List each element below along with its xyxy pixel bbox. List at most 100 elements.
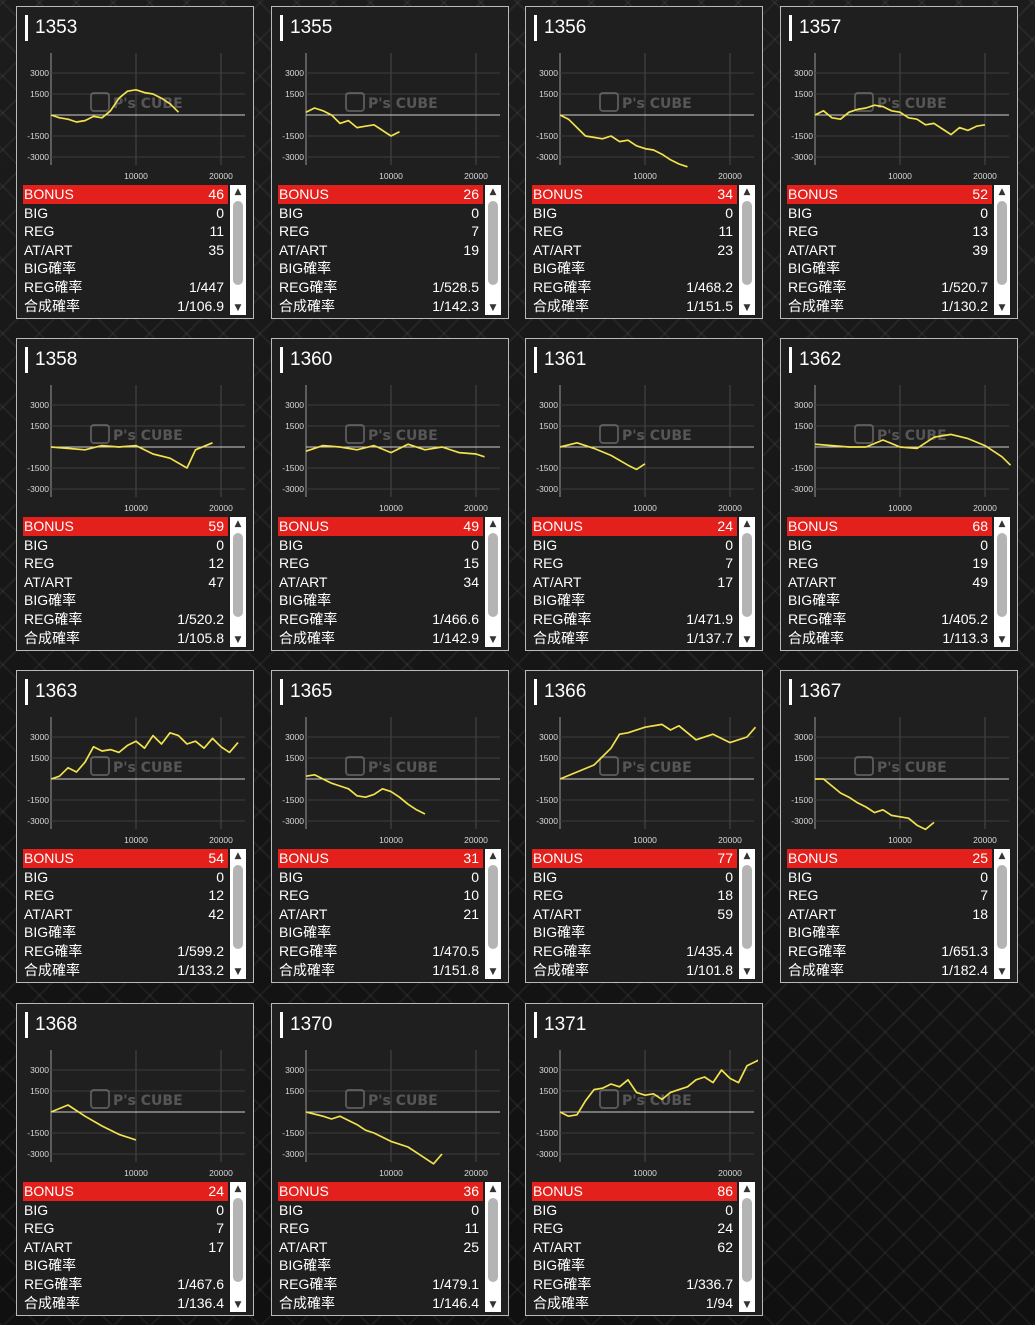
machine-card-1356[interactable]: 1356 3000 1500 -1500 -3000 10000 20000 P's CUB… bbox=[525, 6, 763, 319]
stats-scrollbar[interactable]: ▲ ▼ bbox=[994, 185, 1010, 315]
machine-card-1360[interactable]: 1360 3000 1500 -1500 -3000 10000 20000 P's CUB… bbox=[271, 338, 509, 651]
scroll-up-arrow-icon[interactable]: ▲ bbox=[998, 851, 1006, 861]
scroll-up-arrow-icon[interactable]: ▲ bbox=[489, 1184, 497, 1194]
machine-number[interactable]: 1355 bbox=[280, 15, 332, 41]
scroll-thumb[interactable] bbox=[488, 865, 498, 949]
stats-scrollbar[interactable]: ▲ ▼ bbox=[485, 517, 501, 647]
machine-number[interactable]: 1362 bbox=[789, 347, 841, 373]
machine-card-1370[interactable]: 1370 3000 1500 -1500 -3000 10000 20000 P's CUB… bbox=[271, 1003, 509, 1316]
machine-number[interactable]: 1363 bbox=[25, 679, 77, 705]
stats-scrollbar[interactable]: ▲ ▼ bbox=[230, 1182, 246, 1312]
scroll-up-arrow-icon[interactable]: ▲ bbox=[743, 519, 751, 529]
scroll-down-arrow-icon[interactable]: ▼ bbox=[489, 303, 497, 313]
scroll-thumb[interactable] bbox=[488, 201, 498, 285]
machine-number[interactable]: 1356 bbox=[534, 15, 586, 41]
stats-scrollbar[interactable]: ▲ ▼ bbox=[739, 849, 755, 979]
machine-card-1366[interactable]: 1366 3000 1500 -1500 -3000 10000 20000 P's CUB… bbox=[525, 670, 763, 983]
scroll-thumb[interactable] bbox=[233, 201, 243, 285]
scroll-thumb[interactable] bbox=[742, 865, 752, 949]
scroll-thumb[interactable] bbox=[233, 1198, 243, 1282]
scroll-thumb[interactable] bbox=[742, 201, 752, 285]
scroll-thumb[interactable] bbox=[488, 1198, 498, 1282]
machine-card-1371[interactable]: 1371 3000 1500 -1500 -3000 10000 20000 P's CUB… bbox=[525, 1003, 763, 1316]
stats-scrollbar[interactable]: ▲ ▼ bbox=[230, 517, 246, 647]
scroll-down-arrow-icon[interactable]: ▼ bbox=[998, 635, 1006, 645]
x-tick-label: 10000 bbox=[633, 171, 657, 181]
machine-card-1355[interactable]: 1355 3000 1500 -1500 -3000 10000 20000 P's CUB… bbox=[271, 6, 509, 319]
scroll-thumb[interactable] bbox=[488, 533, 498, 617]
machine-card-1358[interactable]: 1358 3000 1500 -1500 -3000 10000 20000 P's CUB… bbox=[16, 338, 254, 651]
big-rate-row: BIG確率 bbox=[787, 923, 992, 942]
x-tick-label: 20000 bbox=[973, 171, 997, 181]
scroll-down-arrow-icon[interactable]: ▼ bbox=[489, 635, 497, 645]
scroll-up-arrow-icon[interactable]: ▲ bbox=[998, 187, 1006, 197]
stats-scrollbar[interactable]: ▲ ▼ bbox=[230, 185, 246, 315]
stats-scrollbar[interactable]: ▲ ▼ bbox=[994, 517, 1010, 647]
machine-card-1367[interactable]: 1367 3000 1500 -1500 -3000 10000 20000 P's CUB… bbox=[780, 670, 1018, 983]
scroll-up-arrow-icon[interactable]: ▲ bbox=[743, 1184, 751, 1194]
machine-number[interactable]: 1368 bbox=[25, 1012, 77, 1038]
scroll-up-arrow-icon[interactable]: ▲ bbox=[234, 851, 242, 861]
scroll-up-arrow-icon[interactable]: ▲ bbox=[489, 187, 497, 197]
scroll-down-arrow-icon[interactable]: ▼ bbox=[743, 967, 751, 977]
machine-card-1363[interactable]: 1363 3000 1500 -1500 -3000 10000 20000 P's CUB… bbox=[16, 670, 254, 983]
machine-number[interactable]: 1365 bbox=[280, 679, 332, 705]
scroll-up-arrow-icon[interactable]: ▲ bbox=[489, 851, 497, 861]
scroll-up-arrow-icon[interactable]: ▲ bbox=[743, 851, 751, 861]
stats-scrollbar[interactable]: ▲ ▼ bbox=[485, 849, 501, 979]
machine-number[interactable]: 1371 bbox=[534, 1012, 586, 1038]
machine-number[interactable]: 1358 bbox=[25, 347, 77, 373]
total-rate-value: 1/113.3 bbox=[942, 629, 988, 646]
scroll-thumb[interactable] bbox=[997, 865, 1007, 949]
scroll-down-arrow-icon[interactable]: ▼ bbox=[234, 303, 242, 313]
scroll-up-arrow-icon[interactable]: ▲ bbox=[234, 187, 242, 197]
machine-card-1365[interactable]: 1365 3000 1500 -1500 -3000 10000 20000 P's CUB… bbox=[271, 670, 509, 983]
machine-number[interactable]: 1361 bbox=[534, 347, 586, 373]
stats-scrollbar[interactable]: ▲ ▼ bbox=[739, 517, 755, 647]
machine-card-1362[interactable]: 1362 3000 1500 -1500 -3000 10000 20000 P's CUB… bbox=[780, 338, 1018, 651]
slump-line bbox=[305, 107, 400, 137]
scroll-down-arrow-icon[interactable]: ▼ bbox=[234, 967, 242, 977]
stats-scrollbar[interactable]: ▲ ▼ bbox=[485, 1182, 501, 1312]
machine-number[interactable]: 1370 bbox=[280, 1012, 332, 1038]
machine-card-1361[interactable]: 1361 3000 1500 -1500 -3000 10000 20000 P's CUB… bbox=[525, 338, 763, 651]
machine-number[interactable]: 1366 bbox=[534, 679, 586, 705]
machine-card-1357[interactable]: 1357 3000 1500 -1500 -3000 10000 20000 P's CUB… bbox=[780, 6, 1018, 319]
scroll-down-arrow-icon[interactable]: ▼ bbox=[743, 303, 751, 313]
scroll-up-arrow-icon[interactable]: ▲ bbox=[489, 519, 497, 529]
reg-rate-row: REG確率 1/651.3 bbox=[787, 942, 992, 961]
stats-scrollbar[interactable]: ▲ ▼ bbox=[994, 849, 1010, 979]
scroll-down-arrow-icon[interactable]: ▼ bbox=[234, 635, 242, 645]
scroll-down-arrow-icon[interactable]: ▼ bbox=[743, 1300, 751, 1310]
scroll-down-arrow-icon[interactable]: ▼ bbox=[234, 1300, 242, 1310]
machine-card-1368[interactable]: 1368 3000 1500 -1500 -3000 10000 20000 P's CUB… bbox=[16, 1003, 254, 1316]
big-row: BIG 0 bbox=[278, 536, 483, 555]
scroll-thumb[interactable] bbox=[742, 1198, 752, 1282]
scroll-down-arrow-icon[interactable]: ▼ bbox=[743, 635, 751, 645]
atart-label: AT/ART bbox=[533, 905, 582, 922]
scroll-up-arrow-icon[interactable]: ▲ bbox=[234, 1184, 242, 1194]
machine-number[interactable]: 1353 bbox=[25, 15, 77, 41]
scroll-down-arrow-icon[interactable]: ▼ bbox=[489, 1300, 497, 1310]
machine-card-1353[interactable]: 1353 3000 1500 -1500 -3000 10000 20000 P's CUB… bbox=[16, 6, 254, 319]
scroll-thumb[interactable] bbox=[997, 201, 1007, 285]
stats-scrollbar[interactable]: ▲ ▼ bbox=[230, 849, 246, 979]
scroll-thumb[interactable] bbox=[997, 533, 1007, 617]
stats-scrollbar[interactable]: ▲ ▼ bbox=[485, 185, 501, 315]
scroll-down-arrow-icon[interactable]: ▼ bbox=[998, 303, 1006, 313]
machine-number[interactable]: 1367 bbox=[789, 679, 841, 705]
stats-scrollbar[interactable]: ▲ ▼ bbox=[739, 185, 755, 315]
scroll-down-arrow-icon[interactable]: ▼ bbox=[998, 967, 1006, 977]
scroll-thumb[interactable] bbox=[742, 533, 752, 617]
reg-rate-value: 1/471.9 bbox=[686, 610, 733, 627]
scroll-thumb[interactable] bbox=[233, 865, 243, 949]
scroll-up-arrow-icon[interactable]: ▲ bbox=[234, 519, 242, 529]
machine-number[interactable]: 1357 bbox=[789, 15, 841, 41]
scroll-thumb[interactable] bbox=[233, 533, 243, 617]
scroll-down-arrow-icon[interactable]: ▼ bbox=[489, 967, 497, 977]
scroll-up-arrow-icon[interactable]: ▲ bbox=[998, 519, 1006, 529]
stats-scrollbar[interactable]: ▲ ▼ bbox=[739, 1182, 755, 1312]
machine-number[interactable]: 1360 bbox=[280, 347, 332, 373]
scroll-up-arrow-icon[interactable]: ▲ bbox=[743, 187, 751, 197]
reg-rate-label: REG確率 bbox=[788, 610, 847, 627]
